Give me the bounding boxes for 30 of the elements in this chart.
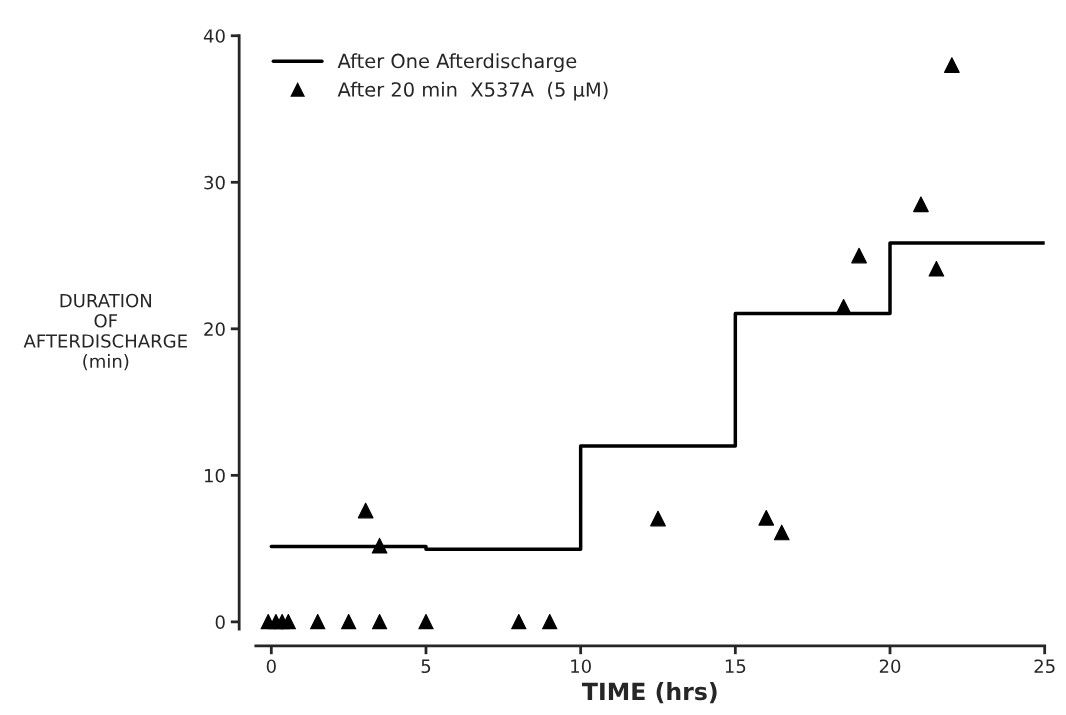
point: [913, 196, 929, 213]
point: [758, 509, 775, 526]
point: [851, 247, 867, 264]
point: [418, 614, 434, 630]
x-tick-label: 15: [725, 659, 746, 674]
x-tick-label: 10: [571, 659, 591, 674]
legend-label: After 20 min X537A (5 μM): [337, 81, 608, 101]
x-tick-label: 0: [266, 659, 276, 674]
point: [944, 57, 960, 73]
point: [357, 502, 374, 519]
x-tick-label: 5: [421, 659, 431, 674]
y-tick-label: 40: [203, 29, 225, 43]
y-tick-label: 0: [215, 615, 225, 629]
y-tick-label: 20: [204, 322, 225, 336]
point: [371, 614, 388, 630]
point: [340, 614, 357, 630]
point: [541, 614, 558, 630]
point: [280, 614, 297, 630]
x-tick-label: 20: [879, 659, 901, 674]
x-tick-label: 25: [1034, 659, 1055, 674]
y-tick-label: 10: [204, 468, 225, 483]
y-tick-label: 30: [204, 175, 225, 190]
point: [928, 260, 945, 277]
y-axis-title: DURATION OF AFTERDISCHARGE (min): [23, 293, 187, 371]
point: [773, 524, 790, 541]
x-axis-title: TIME (hrs): [581, 682, 717, 704]
point: [650, 510, 666, 527]
point: [309, 614, 326, 630]
legend-label: After One Afterdischarge: [337, 53, 577, 73]
point: [510, 614, 527, 630]
